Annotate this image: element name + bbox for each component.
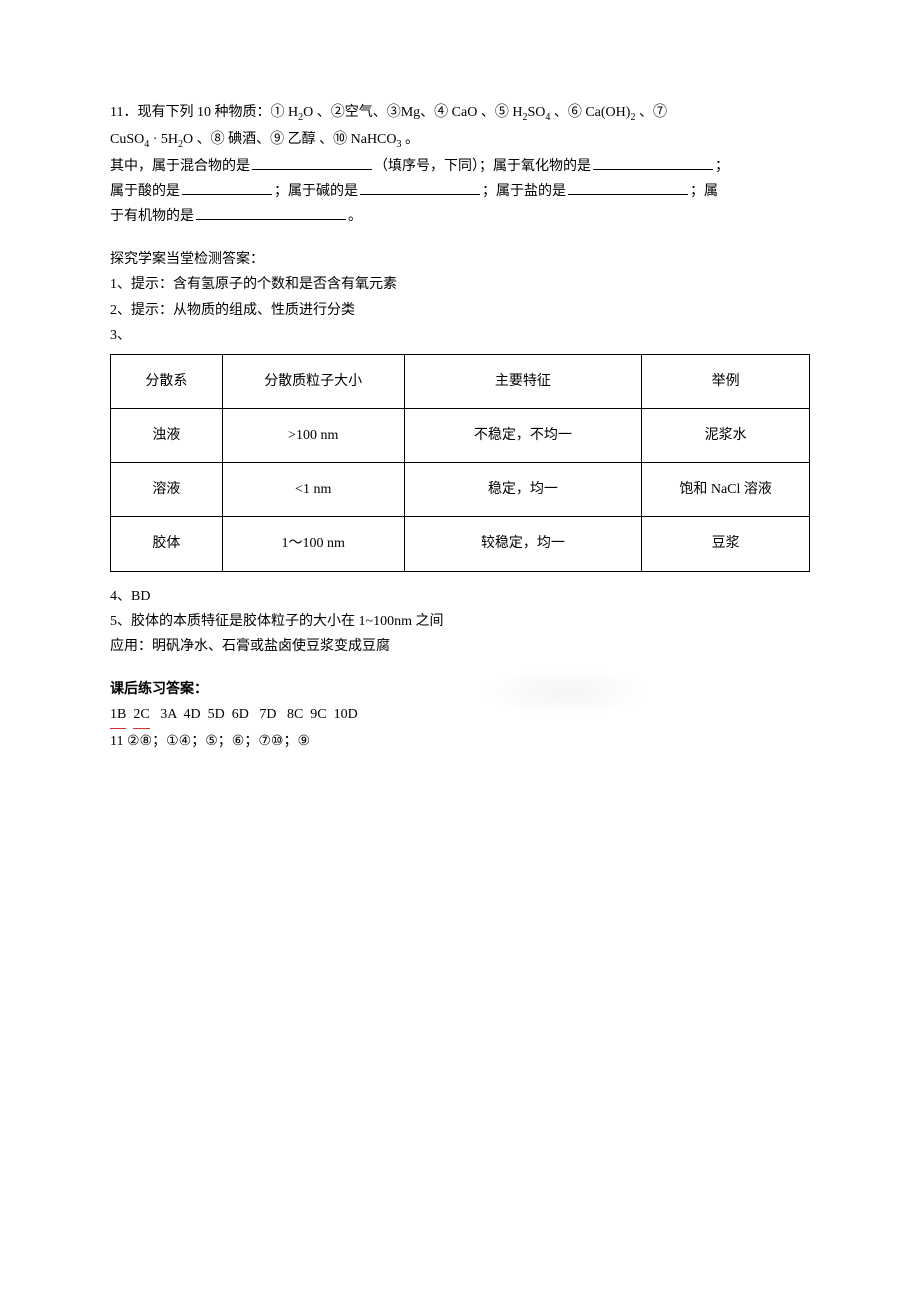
blank-oxide[interactable] <box>593 155 713 170</box>
sep: ； <box>244 734 258 749</box>
q11-l3-c: ； <box>715 159 729 174</box>
blank-acid[interactable] <box>182 180 272 195</box>
g1b: ⑧ <box>140 734 153 749</box>
cell: 稳定，均一 <box>404 463 642 517</box>
cell: 1～100 nm <box>222 517 404 571</box>
cell: 胶体 <box>111 517 223 571</box>
q11-line4: 属于酸的是 ；属于碱的是 ；属于盐的是 ；属 <box>110 179 810 204</box>
g3a: ⑤ <box>205 734 218 749</box>
sep: ； <box>191 734 205 749</box>
l2-prefix: 11 <box>110 734 127 749</box>
blank-organic[interactable] <box>196 205 346 220</box>
blank-base[interactable] <box>360 180 480 195</box>
afterclass-line2: 11 ②⑧；①④；⑤；⑥；⑦⑩；⑨ <box>110 729 810 754</box>
table-row: 溶液 <1 nm 稳定，均一 饱和 NaCl 溶液 <box>111 463 810 517</box>
q11-line1: 11．现有下列 10 种物质：① H2O 、②空气、③Mg、④ CaO 、⑤ H… <box>110 100 810 127</box>
q11-l2-a: CuSO <box>110 132 144 147</box>
dispersion-table: 分散系 分散质粒子大小 主要特征 举例 浊液 >100 nm 不稳定，不均一 泥… <box>110 354 810 572</box>
g5b: ⑩ <box>271 734 284 749</box>
cell: <1 nm <box>222 463 404 517</box>
sep: ； <box>283 734 297 749</box>
sep: ； <box>218 734 232 749</box>
th-system: 分散系 <box>111 354 223 408</box>
table-row: 胶体 1～100 nm 较稳定，均一 豆浆 <box>111 517 810 571</box>
sep: ； <box>152 734 166 749</box>
q11-l3-a: 其中，属于混合物的是 <box>110 159 250 174</box>
q11-l2-b: · 5H <box>149 132 178 147</box>
q11-l4-c: ；属于盐的是 <box>482 184 566 199</box>
g6a: ⑨ <box>297 734 310 749</box>
q11-l5-a: 于有机物的是 <box>110 209 194 224</box>
q11-l2-c: O 、⑧ 碘酒、⑨ 乙醇 、⑩ NaHCO <box>183 132 397 147</box>
q11-line5: 于有机物的是 。 <box>110 204 810 229</box>
cell: 豆浆 <box>642 517 810 571</box>
question-11: 11．现有下列 10 种物质：① H2O 、②空气、③Mg、④ CaO 、⑤ H… <box>110 100 810 229</box>
afterclass-line1: 1B 2C 3A 4D 5D 6D 7D 8C 9C 10D <box>110 702 810 728</box>
cell: >100 nm <box>222 409 404 463</box>
inquiry-a2: 2、提示：从物质的组成、性质进行分类 <box>110 298 810 323</box>
q11-l1-a: 11．现有下列 10 种物质：① H <box>110 105 298 120</box>
th-feature: 主要特征 <box>404 354 642 408</box>
afterclass-header: 课后练习答案： <box>110 677 810 702</box>
cell: 浊液 <box>111 409 223 463</box>
ans-2c: 2C <box>133 702 149 728</box>
inquiry-a4: 4、BD <box>110 584 810 609</box>
blank-salt[interactable] <box>568 180 688 195</box>
g4a: ⑥ <box>232 734 245 749</box>
q11-l2-d: 。 <box>402 132 420 147</box>
q11-l1-c: SO <box>527 105 545 120</box>
inquiry-a3-label: 3、 <box>110 323 810 348</box>
th-example: 举例 <box>642 354 810 408</box>
q11-l4-d: ；属 <box>690 184 718 199</box>
cell: 溶液 <box>111 463 223 517</box>
q11-l1-b: O 、②空气、③Mg、④ CaO 、⑤ H <box>303 105 522 120</box>
inquiry-a1: 1、提示：含有氢原子的个数和是否含有氧元素 <box>110 272 810 297</box>
q11-l4-b: ；属于碱的是 <box>274 184 358 199</box>
cell: 饱和 NaCl 溶液 <box>642 463 810 517</box>
blank-mixture[interactable] <box>252 155 372 170</box>
th-size: 分散质粒子大小 <box>222 354 404 408</box>
g2a: ① <box>166 734 179 749</box>
table-header-row: 分散系 分散质粒子大小 主要特征 举例 <box>111 354 810 408</box>
q11-l4-a: 属于酸的是 <box>110 184 180 199</box>
q11-l3-b: （填序号，下同）；属于氧化物的是 <box>374 159 591 174</box>
afterclass-answers: 课后练习答案： 1B 2C 3A 4D 5D 6D 7D 8C 9C 10D 1… <box>110 677 810 754</box>
q11-line3: 其中，属于混合物的是 （填序号，下同）；属于氧化物的是 ； <box>110 154 810 179</box>
g1a: ② <box>127 734 140 749</box>
table-row: 浊液 >100 nm 不稳定，不均一 泥浆水 <box>111 409 810 463</box>
cell: 不稳定，不均一 <box>404 409 642 463</box>
cell: 泥浆水 <box>642 409 810 463</box>
cell: 较稳定，均一 <box>404 517 642 571</box>
inquiry-answers: 探究学案当堂检测答案： 1、提示：含有氢原子的个数和是否含有氧元素 2、提示：从… <box>110 247 810 659</box>
inquiry-a5-l1: 5、胶体的本质特征是胶体粒子的大小在 1~100nm 之间 <box>110 609 810 634</box>
ans-rest: 3A 4D 5D 6D 7D 8C 9C 10D <box>150 707 358 722</box>
ans-1b: 1B <box>110 702 126 728</box>
q11-line2: CuSO4 · 5H2O 、⑧ 碘酒、⑨ 乙醇 、⑩ NaHCO3 。 <box>110 127 810 154</box>
q11-l5-b: 。 <box>348 209 362 224</box>
q11-l1-e: 、⑦ <box>635 105 667 120</box>
g2b: ④ <box>179 734 192 749</box>
inquiry-header: 探究学案当堂检测答案： <box>110 247 810 272</box>
q11-l1-d: 、⑥ Ca(OH) <box>550 105 630 120</box>
g5a: ⑦ <box>258 734 271 749</box>
inquiry-a5-l2: 应用：明矾净水、石膏或盐卤使豆浆变成豆腐 <box>110 634 810 659</box>
